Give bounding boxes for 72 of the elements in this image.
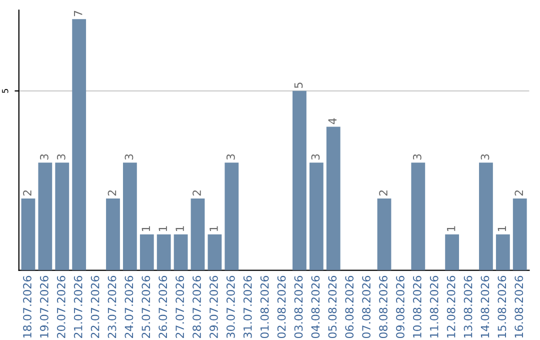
bar <box>292 90 306 270</box>
data-label: 2 <box>23 190 32 196</box>
x-tick-label: 08.08.2026 <box>379 276 388 338</box>
data-label: 1 <box>210 226 218 232</box>
bar <box>496 234 510 270</box>
x-tick-label: 27.07.2026 <box>176 276 184 338</box>
x-tick-label: 11.08.2026 <box>430 276 438 338</box>
x-tick-label: 01.08.2026 <box>260 276 269 338</box>
bar <box>38 162 52 270</box>
x-tick-label: 14.08.2026 <box>480 276 490 338</box>
x-tick-label: 10.08.2026 <box>412 276 422 338</box>
x-tick-label: 28.07.2026 <box>192 276 201 338</box>
x-tick-label: 24.07.2026 <box>124 276 134 338</box>
x-tick-label: 26.07.2026 <box>158 276 168 338</box>
x-tick-label: 23.07.2026 <box>108 276 116 338</box>
data-label: 2 <box>514 190 523 196</box>
data-label: 1 <box>498 226 506 232</box>
bar <box>21 198 36 270</box>
bar <box>140 234 154 270</box>
bar <box>479 162 493 270</box>
data-label: 1 <box>158 226 167 232</box>
bar <box>309 162 324 270</box>
data-label: 5 <box>294 82 303 88</box>
bar <box>72 19 86 270</box>
data-label: 3 <box>412 154 422 160</box>
data-label: 1 <box>142 226 150 232</box>
bar <box>156 234 171 270</box>
x-tick-label: 07.08.2026 <box>362 276 371 338</box>
bar <box>55 162 70 270</box>
x-tick-label: 22.07.2026 <box>90 276 100 338</box>
bar <box>174 234 188 270</box>
x-tick-label: 05.08.2026 <box>328 276 337 338</box>
data-label: 3 <box>480 154 490 160</box>
x-tick-label: 02.08.2026 <box>277 276 286 338</box>
bar <box>122 162 137 270</box>
data-label: 2 <box>379 190 388 196</box>
x-tick-label: 12.08.2026 <box>446 276 456 338</box>
bar <box>106 198 120 270</box>
data-label: 2 <box>192 190 201 196</box>
bar <box>411 162 426 270</box>
x-tick-label: 04.08.2026 <box>311 276 320 338</box>
x-tick-label: 25.07.2026 <box>142 276 150 338</box>
data-label: 2 <box>108 190 116 196</box>
x-tick-label: 03.08.2026 <box>294 276 303 338</box>
x-tick-label: 15.08.2026 <box>498 276 506 338</box>
x-tick-label: 21.07.2026 <box>74 276 82 338</box>
data-label: 3 <box>124 154 134 160</box>
x-tick-label: 30.07.2026 <box>226 276 235 338</box>
bar <box>445 234 460 270</box>
data-label: 3 <box>56 154 66 160</box>
x-tick-label: 06.08.2026 <box>345 276 354 338</box>
x-tick-label: 09.08.2026 <box>396 276 404 338</box>
bar <box>190 198 205 270</box>
x-tick-label: 31.07.2026 <box>243 276 252 338</box>
data-label: 3 <box>226 154 235 160</box>
bar <box>208 234 222 270</box>
x-tick-label: 19.07.2026 <box>40 276 48 338</box>
data-label: 1 <box>447 226 456 232</box>
data-label: 4 <box>328 118 336 124</box>
data-label: 7 <box>74 10 82 16</box>
x-tick-label: 29.07.2026 <box>210 276 218 338</box>
bar <box>512 198 527 270</box>
bar <box>224 162 239 270</box>
bar <box>377 198 392 270</box>
data-label: 3 <box>311 154 320 160</box>
x-tick-label: 18.07.2026 <box>23 276 32 338</box>
data-label: 3 <box>40 154 48 160</box>
x-tick-label: 13.08.2026 <box>464 276 472 338</box>
x-tick-label: 16.08.2026 <box>514 276 524 338</box>
x-tick-label: 20.07.2026 <box>56 276 66 338</box>
bar <box>326 126 340 270</box>
data-label: 1 <box>176 226 184 232</box>
